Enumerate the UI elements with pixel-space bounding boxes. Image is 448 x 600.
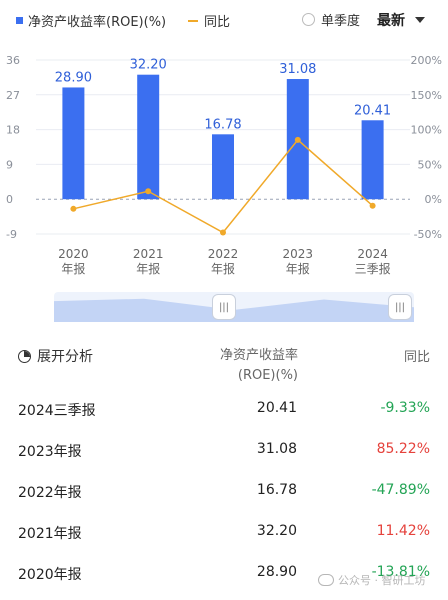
roe-bar [62,87,85,200]
row-period: 2020年报 [18,567,82,583]
range-slider[interactable]: ||| ||| [54,292,414,322]
chart-bars [62,74,384,200]
x-tick-label-period: 三季报 [355,261,391,276]
right-tick-label: 0% [425,193,442,206]
sort-dropdown[interactable]: 最新 [377,10,425,30]
chart-line [70,136,376,236]
table-header: 展开分析 净资产收益率(ROE)(%) 同比 [0,340,448,390]
roe-bar-label: 20.41 [354,103,391,118]
row-yoy-value: 11.42% [376,523,430,539]
x-tick-label-period: 年报 [61,261,85,276]
row-roe-value: 28.90 [256,564,297,580]
row-yoy-value: -47.89% [371,482,430,498]
left-tick-label: 9 [6,158,13,171]
row-roe-value: 16.78 [256,482,297,498]
right-tick-label: 50% [418,158,442,171]
right-tick-label: 200% [411,54,442,67]
legend-yoy[interactable]: 同比 [188,11,230,30]
chart-legend: 净资产收益率(ROE)(%) 同比 单季度 最新 [0,0,448,40]
wechat-icon [318,574,334,586]
single-quarter-radio[interactable]: 单季度 [302,10,360,29]
right-tick-label: -50% [414,228,442,241]
left-tick-label: -9 [6,228,17,241]
roe-bar [137,74,160,200]
left-tick-label: 18 [6,124,20,137]
chart-labels: 28.90 32.20 16.78 31.08 20.41 [55,58,391,133]
legend-roe-swatch [16,17,23,24]
left-tick-label: 0 [6,193,13,206]
x-tick-label-year: 2024 [357,247,388,261]
column-header-yoy: 同比 [403,350,430,365]
row-period: 2022年报 [18,485,82,501]
yoy-point [369,202,376,209]
x-tick-label-period: 年报 [136,261,160,276]
row-period: 2021年报 [18,526,82,542]
column-header-roe: 净资产收益率(ROE)(%) [219,348,298,383]
row-yoy-value: -9.33% [380,400,430,416]
x-tick-label-year: 2020 [58,247,89,261]
x-tick-label-period: 年报 [286,261,310,276]
yoy-point [220,229,226,236]
slider-right-handle[interactable]: ||| [388,294,412,320]
expand-analysis-label: 展开分析 [37,349,93,365]
watermark: 公众号 · 智研工坊 [318,572,426,588]
roe-bar-label: 31.08 [279,62,316,77]
roe-bar [361,120,384,200]
radio-circle-icon [302,13,315,26]
row-period: 2024三季报 [18,403,96,419]
x-tick-label-year: 2023 [283,247,314,261]
right-tick-label: 100% [411,124,442,137]
table-row[interactable]: 2020年报 28.90 -13.81% [0,554,448,595]
single-quarter-label: 单季度 [321,14,361,29]
yoy-point [294,136,301,143]
roe-bar-label: 28.90 [55,70,92,85]
caret-down-icon [415,17,425,23]
x-tick-label-year: 2022 [208,247,239,261]
roe-table: 展开分析 净资产收益率(ROE)(%) 同比 2024三季报 20.41 -9.33… [0,340,448,595]
table-row[interactable]: 2024三季报 20.41 -9.33% [0,390,448,431]
table-row[interactable]: 2022年报 16.78 -47.89% [0,472,448,513]
row-roe-value: 32.20 [256,523,297,539]
watermark-text: 公众号 · 智研工坊 [338,574,426,587]
row-period: 2023年报 [18,444,82,460]
yoy-point [70,205,77,212]
roe-bar-label: 16.78 [204,117,241,132]
x-tick-label-year: 2021 [133,247,164,261]
roe-bar [212,134,234,200]
row-yoy-value: 85.22% [376,441,430,457]
legend-yoy-swatch [188,19,198,22]
x-tick-label-period: 年报 [211,261,235,276]
right-tick-label: 150% [411,89,442,102]
expand-analysis-button[interactable]: 展开分析 [18,346,93,366]
pie-chart-icon [18,349,31,363]
sort-dropdown-label: 最新 [377,13,405,29]
legend-yoy-label: 同比 [204,15,231,30]
left-tick-label: 27 [6,89,20,102]
row-roe-value: 31.08 [256,441,297,457]
table-body: 2024三季报 20.41 -9.33% 2023年报 31.08 85.22% 2022年… [0,390,448,595]
slider-left-handle[interactable]: ||| [212,294,236,320]
row-roe-value: 20.41 [256,400,297,416]
table-row[interactable]: 2023年报 31.08 85.22% [0,431,448,472]
left-tick-label: 36 [6,54,20,67]
row-yoy-value: -13.81% [371,564,430,580]
roe-bar-label: 32.20 [130,58,167,73]
roe-chart: 36 200%27 150%18 100%9 50%0 0%-9 -50%2020年报202… [6,54,442,276]
legend-roe[interactable]: 净资产收益率(ROE)(%) [16,11,166,30]
legend-roe-label: 净资产收益率(ROE)(%) [28,15,167,30]
table-row[interactable]: 2021年报 32.20 11.42% [0,513,448,554]
yoy-point [145,188,152,195]
